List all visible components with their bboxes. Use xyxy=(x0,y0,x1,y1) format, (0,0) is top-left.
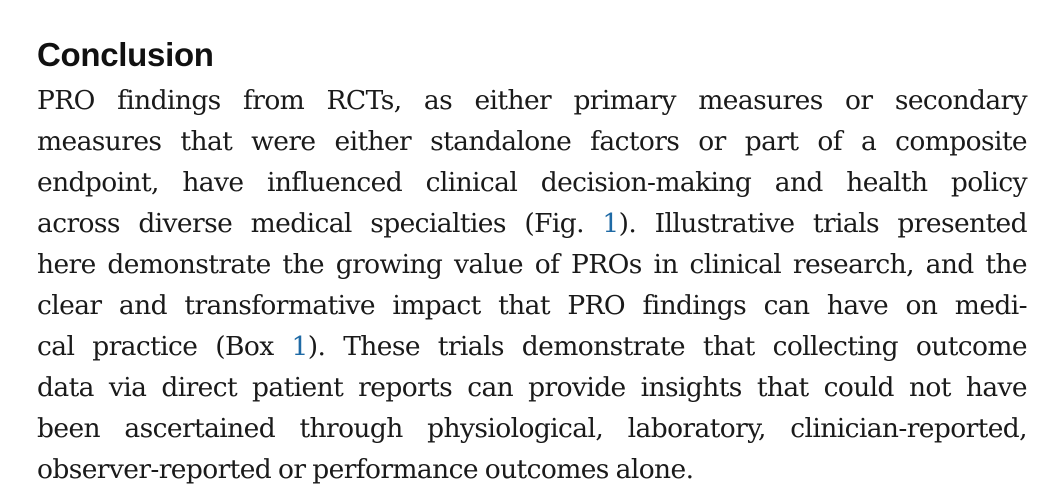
conclusion-section: Conclusion PRO findings from RCTs, as ei… xyxy=(37,30,1028,490)
paragraph-line: endpoint, have influenced clinical decis… xyxy=(37,167,1028,198)
section-heading: Conclusion xyxy=(37,36,214,73)
figure-reference-link[interactable]: 1 xyxy=(602,208,619,239)
paragraph-line: across diverse medical specialties (Fig.… xyxy=(37,203,1028,244)
paragraph-line: clear and transformative impact that PRO… xyxy=(37,290,1028,321)
paragraph-line: observer-reported or performance outcome… xyxy=(37,454,694,485)
box-reference-link[interactable]: 1 xyxy=(291,331,308,362)
paragraph-line: measures that were either standalone fac… xyxy=(37,126,1028,157)
line-text: ). Illustrative trials presented xyxy=(618,208,1028,239)
paragraph-line: data via direct patient reports can prov… xyxy=(37,372,1028,403)
paragraph-line: PRO findings from RCTs, as either primar… xyxy=(37,85,1028,116)
paragraph-line: been ascertained through physiological, … xyxy=(37,413,1028,444)
line-text: ). These trials demonstrate that collect… xyxy=(307,331,1028,362)
paragraph-line: here demonstrate the growing value of PR… xyxy=(37,249,1028,280)
line-text: cal practice (Box xyxy=(37,331,292,362)
paragraph-line: cal practice (Box 1). These trials demon… xyxy=(37,326,1028,367)
conclusion-paragraph: PRO findings from RCTs, as either primar… xyxy=(37,80,1028,490)
line-text: across diverse medical specialties (Fig. xyxy=(37,208,603,239)
